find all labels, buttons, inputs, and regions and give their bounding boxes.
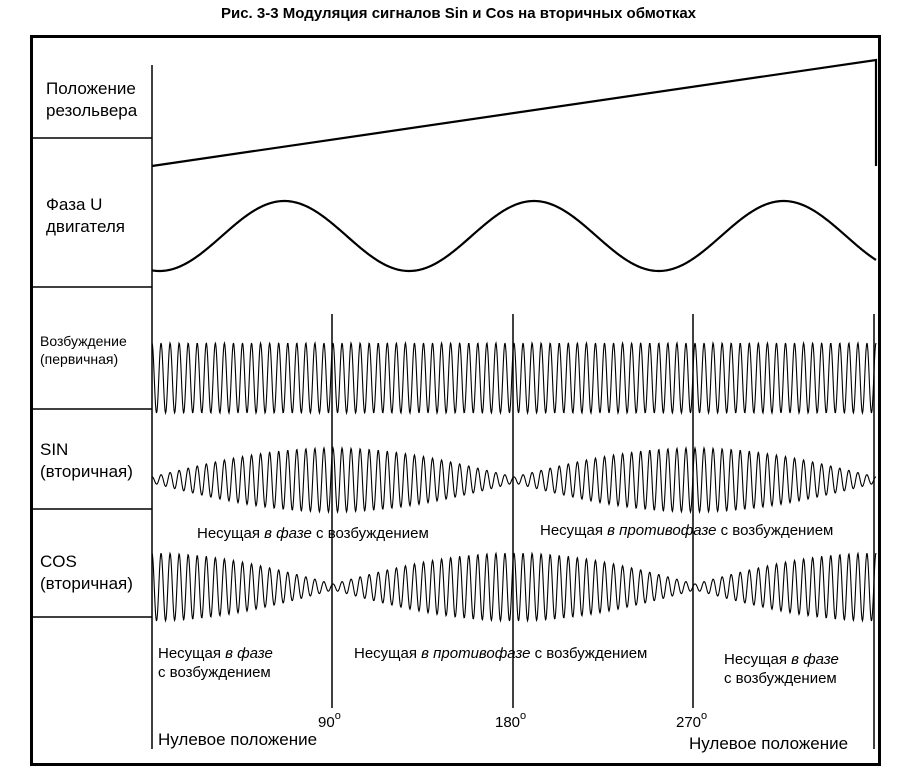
excitation-wave bbox=[151, 341, 877, 416]
phase-u-wave bbox=[151, 199, 877, 273]
sin-label-1: SIN bbox=[40, 440, 69, 459]
zero-position-right: Нулевое положение bbox=[689, 734, 849, 753]
diagram-frame bbox=[30, 35, 881, 766]
excitation-label-2: (первичная) bbox=[40, 351, 119, 367]
angle-270-label: 270o bbox=[676, 710, 708, 731]
cos-note-in-phase-left: Несущая в фазе с возбуждением bbox=[158, 645, 273, 681]
zero-position-left: Нулевое положение bbox=[158, 730, 318, 749]
cos-label-1: COS bbox=[40, 552, 77, 571]
excitation-label-1: Возбуждение bbox=[40, 333, 127, 349]
cos-note-in-phase-right: Несущая в фазе с возбуждением bbox=[724, 651, 839, 687]
cos-label-2: (вторичная) bbox=[40, 574, 133, 593]
sin-label-2: (вторичная) bbox=[40, 462, 133, 481]
angle-180-label: 180o bbox=[495, 710, 527, 731]
cos-note-antiphase: Несущая в противофазе с возбуждением bbox=[354, 645, 648, 662]
sin-note-in-phase: Несущая в фазе с возбуждением bbox=[197, 525, 429, 542]
cos-wave bbox=[151, 551, 877, 623]
phase-label-1: Фаза U bbox=[46, 195, 103, 214]
figure-caption: Рис. 3-3 Модуляция сигналов Sin и Cos на… bbox=[220, 5, 697, 22]
position-label-1: Положение bbox=[46, 79, 136, 98]
phase-label-2: двигателя bbox=[46, 217, 125, 236]
angle-90-label: 90o bbox=[318, 710, 341, 731]
sin-wave bbox=[151, 445, 877, 515]
position-label-2: резольвера bbox=[46, 101, 138, 120]
sin-note-antiphase: Несущая в противофазе с возбуждением bbox=[540, 522, 834, 539]
position-ramp bbox=[151, 58, 878, 168]
